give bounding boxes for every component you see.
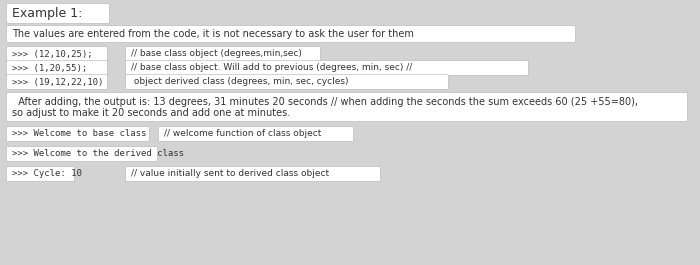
- FancyBboxPatch shape: [158, 126, 354, 142]
- Text: object derived class (degrees, min, sec, cycles): object derived class (degrees, min, sec,…: [131, 77, 349, 86]
- Text: so adjust to make it 20 seconds and add one at minutes.: so adjust to make it 20 seconds and add …: [12, 108, 290, 118]
- FancyBboxPatch shape: [6, 147, 158, 161]
- FancyBboxPatch shape: [125, 74, 449, 90]
- Text: >>> (19,12,22,10): >>> (19,12,22,10): [12, 77, 104, 86]
- FancyBboxPatch shape: [125, 46, 321, 61]
- FancyBboxPatch shape: [6, 46, 108, 61]
- Text: // base class object. Will add to previous (degrees, min, sec) //: // base class object. Will add to previo…: [131, 64, 412, 73]
- FancyBboxPatch shape: [6, 25, 575, 42]
- FancyBboxPatch shape: [6, 126, 150, 142]
- FancyBboxPatch shape: [6, 74, 108, 90]
- Text: // welcome function of class object: // welcome function of class object: [164, 130, 321, 139]
- Text: // value initially sent to derived class object: // value initially sent to derived class…: [131, 170, 329, 179]
- FancyBboxPatch shape: [125, 60, 528, 76]
- Text: >>> Cycle: 10: >>> Cycle: 10: [12, 170, 82, 179]
- Text: After adding, the output is: 13 degrees, 31 minutes 20 seconds // when adding th: After adding, the output is: 13 degrees,…: [12, 97, 638, 107]
- Text: // base class object (degrees,min,sec): // base class object (degrees,min,sec): [131, 50, 302, 59]
- FancyBboxPatch shape: [6, 166, 74, 182]
- Text: >>> (1,20,55);: >>> (1,20,55);: [12, 64, 88, 73]
- Text: >>> Welcome to base class: >>> Welcome to base class: [12, 130, 146, 139]
- FancyBboxPatch shape: [6, 3, 109, 24]
- FancyBboxPatch shape: [125, 166, 381, 182]
- FancyBboxPatch shape: [6, 60, 108, 76]
- Text: >>> Welcome to the derived class: >>> Welcome to the derived class: [12, 149, 184, 158]
- Text: Example 1:: Example 1:: [12, 7, 83, 20]
- FancyBboxPatch shape: [6, 92, 687, 121]
- Text: >>> (12,10,25);: >>> (12,10,25);: [12, 50, 92, 59]
- Text: The values are entered from the code, it is not necessary to ask the user for th: The values are entered from the code, it…: [12, 29, 414, 39]
